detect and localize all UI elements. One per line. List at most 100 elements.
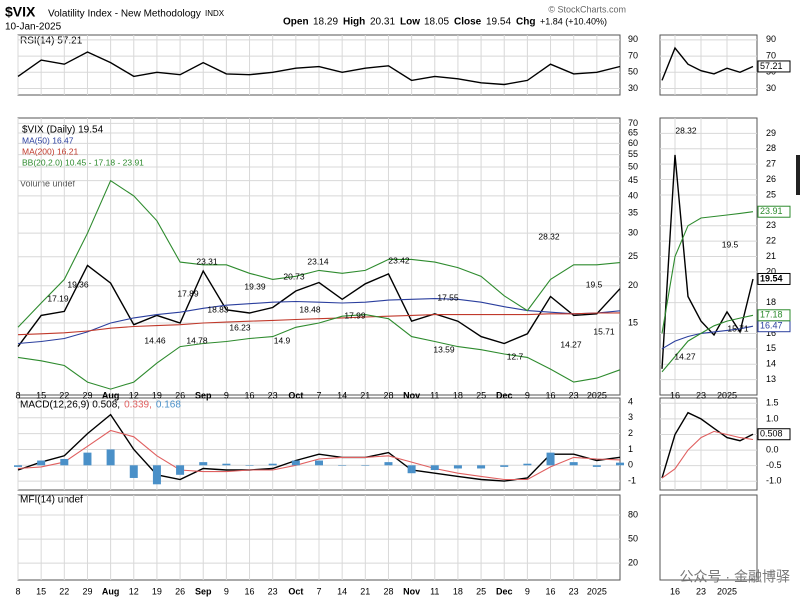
annotation: 13.59: [433, 344, 455, 354]
histogram-bar: [569, 462, 578, 466]
annotation: 16.23: [229, 322, 251, 332]
x-tick-label: 26: [175, 390, 185, 400]
mini-rsi-frame: [659, 34, 758, 96]
x-tick-label: Dec: [496, 390, 513, 400]
watermark: 公众号 · 金融博驿: [680, 569, 790, 585]
annotation: 17.55: [437, 292, 459, 302]
date: 10-Jan-2025: [5, 22, 62, 33]
series-line: [661, 314, 754, 373]
series-line: [661, 411, 754, 479]
histogram-bar: [176, 465, 185, 475]
histogram-bar: [37, 460, 46, 466]
x-tick-label: 23: [569, 390, 579, 400]
annotation: 12.7: [507, 351, 524, 361]
histogram-bar: [315, 460, 323, 466]
histogram-bar: [129, 465, 138, 478]
y-tick-label: 1.5: [766, 398, 779, 408]
x-tick-label: 2025: [717, 586, 737, 596]
x-tick-label: 8: [15, 586, 20, 596]
y-tick-label: 20: [628, 558, 638, 568]
y-tick-label: 50: [628, 67, 638, 77]
value-box: [757, 272, 791, 285]
histogram-bar: [523, 463, 532, 466]
rsi-title: RSI(14) 57.21: [20, 36, 83, 47]
annotation: 14.78: [186, 335, 208, 345]
histogram-bar: [245, 465, 254, 466]
mfi-title: MFI(14) undef: [20, 495, 83, 506]
name: Volatility Index - New Methodology: [48, 9, 201, 20]
y-tick-label: 70: [628, 118, 638, 128]
y-tick-label: 55: [628, 149, 638, 159]
annotation: 28.32: [675, 125, 697, 135]
open: 18.29: [313, 17, 338, 28]
high-label: High: [343, 17, 365, 28]
x-tick-label: 15: [36, 586, 46, 596]
y-tick-label: 20: [628, 280, 638, 290]
x-tick-label: 25: [476, 390, 486, 400]
x-tick-label: 23: [696, 390, 706, 400]
x-tick-label: 18: [453, 586, 463, 596]
y-tick-label: 40: [628, 190, 638, 200]
source: © StockCharts.com: [548, 4, 626, 14]
x-tick-label: 9: [525, 390, 530, 400]
annotation: 18.83: [207, 304, 229, 314]
annotation: 28.32: [538, 231, 560, 241]
x-tick-label: 9: [525, 586, 530, 596]
y-tick-label: 4: [628, 396, 633, 406]
annotation: 14.9: [274, 335, 291, 345]
annotation: 19.39: [244, 281, 266, 291]
symbol: $VIX: [5, 4, 36, 20]
histogram-bar: [152, 465, 161, 485]
x-tick-label: 16: [546, 390, 556, 400]
low: 18.05: [424, 17, 449, 28]
y-tick-label: 30: [766, 83, 776, 93]
x-tick-label: 23: [268, 390, 278, 400]
y-tick-label: -0.5: [766, 460, 782, 470]
annotation: 14.46: [144, 335, 166, 345]
x-tick-label: 16: [670, 586, 680, 596]
y-tick-label: 90: [628, 34, 638, 44]
series-line: [17, 298, 621, 345]
x-tick-label: 9: [224, 390, 229, 400]
y-tick-label: 65: [628, 127, 638, 137]
value-box-label: 19.54: [760, 273, 783, 283]
value-box: [757, 60, 791, 73]
annotation: 17.19: [47, 293, 69, 303]
legend-entry: MA(50) 16.47: [22, 135, 74, 145]
annotation: 15.71: [593, 326, 615, 336]
histogram-bar: [407, 465, 416, 474]
y-tick-label: 45: [628, 175, 638, 185]
y-tick-label: 30: [628, 228, 638, 238]
x-tick-label: 14: [337, 390, 347, 400]
series-line: [661, 325, 754, 350]
annotation: 19.36: [67, 279, 89, 289]
y-tick-label: 28: [766, 143, 776, 153]
x-tick-label: 14: [337, 586, 347, 596]
series-line: [17, 312, 621, 336]
series-line: [661, 430, 754, 479]
y-tick-label: 50: [628, 161, 638, 171]
x-tick-label: 23: [696, 586, 706, 596]
x-tick-label: 19: [152, 390, 162, 400]
histogram-bar: [592, 465, 601, 467]
y-tick-label: 27: [766, 159, 776, 169]
y-tick-label: 70: [628, 50, 638, 60]
value-box-label: 23.91: [760, 206, 783, 216]
annotation: 23.14: [307, 256, 329, 266]
y-tick-label: 15: [766, 343, 776, 353]
chg-label: Chg: [516, 17, 535, 28]
x-tick-label: 21: [360, 390, 370, 400]
x-tick-label: 7: [316, 390, 321, 400]
histogram-bar: [222, 463, 231, 466]
y-tick-label: 0.0: [766, 444, 779, 454]
histogram-bar: [338, 465, 347, 466]
histogram-bar: [83, 452, 92, 466]
annotation: 20.73: [283, 271, 305, 281]
x-tick-label: Aug: [102, 390, 120, 400]
x-tick-label: 29: [82, 586, 92, 596]
series-line: [17, 51, 621, 86]
series-line: [17, 264, 621, 348]
y-tick-label: 13: [766, 374, 776, 384]
histogram-bar: [500, 465, 509, 467]
